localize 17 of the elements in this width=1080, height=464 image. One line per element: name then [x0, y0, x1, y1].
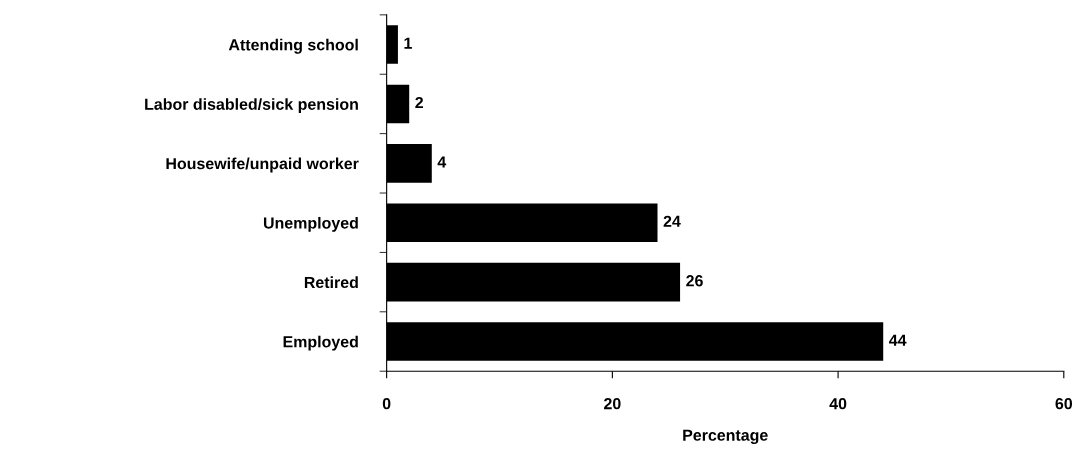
- data-label: 24: [663, 215, 681, 227]
- data-label: 2: [415, 96, 424, 109]
- data-label: 1: [404, 37, 412, 49]
- y-tick-label: Employed: [283, 335, 358, 351]
- y-tick-label: Retired: [304, 276, 358, 289]
- x-axis-title: Percentage: [683, 429, 768, 445]
- x-tick-label: 0: [382, 398, 391, 410]
- data-label: 44: [889, 334, 907, 346]
- data-label: 26: [686, 275, 703, 287]
- x-tick-label: 60: [1055, 398, 1073, 410]
- y-tick-label: Unemployed: [263, 216, 358, 232]
- data-label: 4: [437, 156, 447, 168]
- y-tick-label: Attending school: [228, 38, 358, 54]
- x-tick-label: 20: [604, 398, 621, 410]
- x-tick-label: 40: [829, 398, 847, 410]
- y-tick-label: Labor disabled/sick pension: [145, 98, 358, 114]
- y-tick-label: Housewife/unpaid worker: [166, 157, 359, 173]
